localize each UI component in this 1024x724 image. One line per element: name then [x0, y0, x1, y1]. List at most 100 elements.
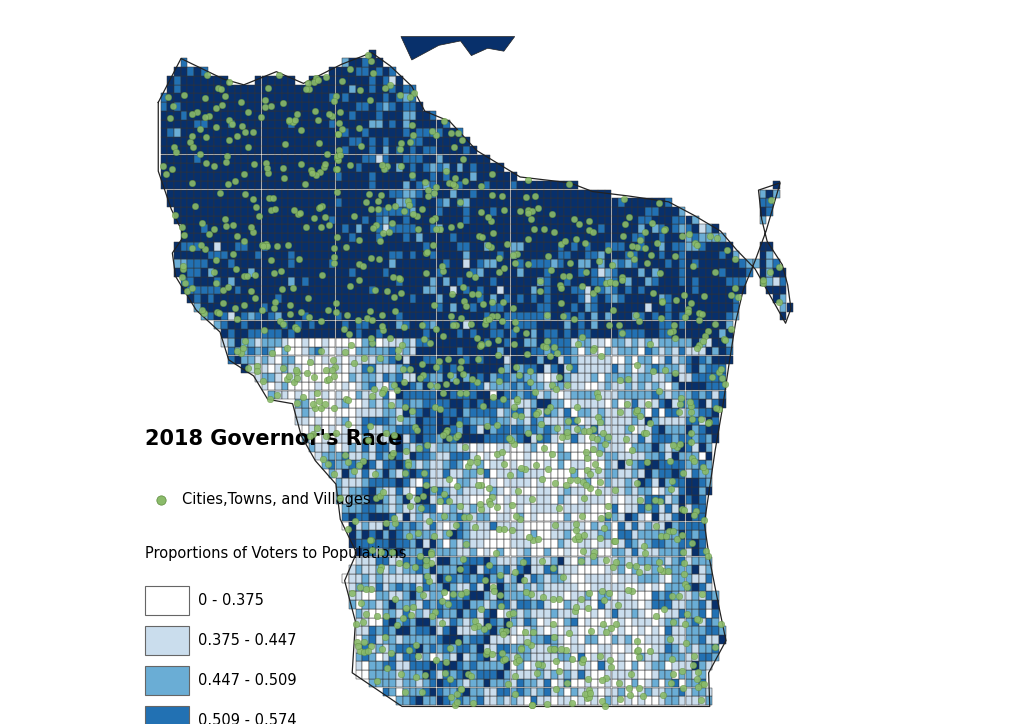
- Point: [513, 411, 529, 422]
- Point: [217, 220, 233, 232]
- Point: [356, 636, 373, 648]
- Point: [439, 573, 456, 584]
- Point: [687, 237, 703, 249]
- Point: [559, 677, 575, 689]
- Point: [719, 244, 735, 256]
- Point: [453, 683, 469, 695]
- Point: [417, 177, 433, 188]
- Point: [298, 83, 314, 95]
- Point: [217, 214, 233, 225]
- Point: [456, 368, 472, 379]
- Point: [443, 222, 460, 233]
- Point: [196, 308, 212, 319]
- Point: [545, 618, 561, 630]
- Point: [367, 468, 383, 480]
- Point: [449, 319, 465, 331]
- Point: [384, 546, 400, 557]
- Point: [696, 514, 713, 526]
- Point: [441, 177, 458, 189]
- Point: [652, 267, 669, 279]
- Point: [461, 511, 477, 523]
- Point: [585, 287, 601, 299]
- Point: [582, 468, 598, 479]
- Point: [663, 678, 679, 689]
- Point: [312, 402, 329, 413]
- Point: [464, 288, 480, 300]
- Point: [559, 426, 575, 438]
- Point: [668, 367, 684, 379]
- Point: [299, 367, 315, 379]
- Point: [427, 130, 443, 141]
- Point: [506, 338, 522, 350]
- Point: [444, 319, 461, 331]
- Point: [375, 487, 391, 498]
- Point: [610, 319, 627, 330]
- Point: [289, 109, 305, 120]
- Point: [565, 213, 582, 224]
- Point: [613, 327, 630, 338]
- Point: [345, 465, 361, 476]
- Point: [428, 223, 444, 235]
- Point: [313, 345, 330, 357]
- Point: [340, 457, 356, 468]
- Point: [426, 530, 442, 542]
- Point: [672, 438, 688, 450]
- Point: [539, 405, 555, 417]
- Point: [453, 683, 469, 694]
- Point: [357, 196, 374, 208]
- Point: [329, 150, 345, 161]
- Point: [413, 502, 429, 514]
- Point: [717, 379, 733, 390]
- Point: [418, 247, 434, 258]
- Point: [544, 379, 560, 390]
- Point: [581, 216, 597, 227]
- Point: [207, 277, 223, 289]
- Point: [686, 650, 702, 662]
- Point: [266, 295, 283, 307]
- Point: [495, 654, 511, 666]
- Point: [524, 699, 541, 711]
- Point: [683, 400, 699, 412]
- Point: [581, 673, 597, 685]
- Point: [534, 660, 550, 671]
- Point: [428, 361, 444, 373]
- Point: [361, 94, 378, 106]
- Point: [581, 224, 597, 236]
- Point: [694, 588, 711, 599]
- Point: [700, 416, 717, 427]
- Point: [395, 205, 412, 216]
- Point: [656, 224, 673, 235]
- Point: [577, 688, 593, 699]
- Point: [409, 211, 425, 222]
- Point: [505, 303, 521, 314]
- Point: [568, 424, 585, 435]
- Point: [206, 223, 222, 235]
- Point: [544, 209, 560, 220]
- Point: [487, 547, 504, 558]
- Point: [266, 203, 283, 215]
- Point: [509, 395, 525, 407]
- Point: [519, 233, 536, 245]
- Point: [262, 100, 279, 111]
- Point: [649, 237, 666, 248]
- Point: [302, 430, 318, 442]
- Point: [280, 240, 296, 251]
- Point: [373, 562, 389, 573]
- Point: [613, 271, 630, 282]
- Point: [707, 641, 723, 652]
- Point: [545, 563, 561, 574]
- Point: [507, 567, 523, 578]
- Point: [386, 201, 402, 212]
- Point: [573, 656, 590, 668]
- Point: [602, 277, 618, 288]
- Point: [397, 467, 414, 479]
- Point: [208, 102, 224, 114]
- Point: [208, 254, 224, 266]
- Point: [229, 313, 246, 324]
- Point: [176, 230, 193, 241]
- Point: [594, 674, 610, 686]
- Point: [232, 96, 249, 108]
- Point: [378, 427, 394, 439]
- Point: [435, 331, 452, 342]
- Point: [473, 206, 489, 218]
